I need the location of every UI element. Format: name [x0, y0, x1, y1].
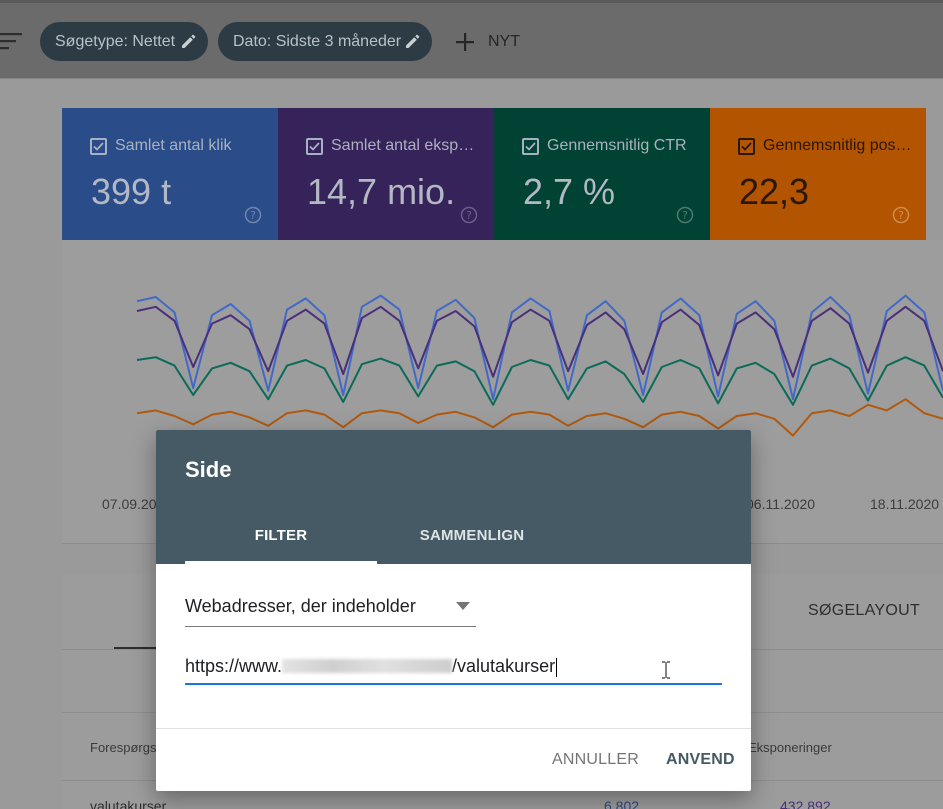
- page-filter-dialog: Side FILTER SAMMENLIGN Webadresser, der …: [156, 430, 751, 791]
- metric-value: 2,7 %: [523, 171, 616, 212]
- metric-card-position[interactable]: Gennemsnitlig position 22,3 ?: [710, 108, 926, 240]
- check-icon: [741, 142, 752, 151]
- impressions-checkbox[interactable]: [306, 138, 323, 155]
- ibeam-cursor-icon: [662, 661, 670, 679]
- position-checkbox[interactable]: [738, 138, 755, 155]
- edit-pencil-icon[interactable]: [180, 32, 198, 50]
- svg-text:?: ?: [682, 209, 688, 222]
- x-tick-label: 18.11.2020: [870, 496, 940, 512]
- series-line-1: [136, 305, 943, 378]
- tab-search-appearance[interactable]: SØGELAYOUT: [808, 602, 921, 619]
- ctr-checkbox[interactable]: [522, 138, 539, 155]
- column-header-impressions[interactable]: Eksponeringer: [748, 740, 832, 755]
- svg-text:?: ?: [898, 209, 904, 222]
- url-input[interactable]: https://www./valutakurser: [185, 656, 722, 685]
- active-tab-indicator: [114, 647, 174, 650]
- edit-pencil-icon[interactable]: [404, 32, 422, 50]
- text-cursor: [556, 657, 558, 677]
- metric-value: 399 t: [91, 171, 172, 212]
- new-filter-label: NYT: [488, 33, 520, 50]
- metric-card-ctr[interactable]: Gennemsnitlig CTR 2,7 % ?: [494, 108, 710, 240]
- chart-canvas: [136, 294, 943, 437]
- check-icon: [525, 142, 536, 151]
- dialog-header: Side FILTER SAMMENLIGN: [156, 430, 751, 564]
- metric-label: Gennemsnitlig CTR: [547, 137, 687, 154]
- check-icon: [93, 142, 104, 151]
- date-chip[interactable]: Dato: Sidste 3 måneder: [218, 22, 432, 61]
- row-clicks: 6.802: [604, 798, 640, 809]
- new-filter-button[interactable]: NYT: [454, 29, 520, 55]
- metric-card-impressions[interactable]: Samlet antal eksponeringer 14,7 mio. ?: [278, 108, 494, 240]
- divider: [156, 728, 751, 729]
- metric-value: 14,7 mio.: [307, 171, 456, 212]
- help-icon[interactable]: ?: [460, 206, 478, 224]
- redacted-domain: [282, 659, 453, 674]
- dialog-title: Side: [185, 457, 232, 482]
- column-header-queries[interactable]: Forespørgsler: [90, 740, 156, 755]
- metric-card-clicks[interactable]: Samlet antal klik 399 t ?: [62, 108, 278, 240]
- row-query[interactable]: valutakurser: [90, 798, 167, 809]
- plus-icon: [456, 33, 474, 51]
- tab-compare[interactable]: SAMMENLIGN: [419, 527, 525, 544]
- svg-text:?: ?: [466, 209, 472, 222]
- date-label: Dato: Sidste 3 måneder: [233, 33, 402, 50]
- check-icon: [309, 142, 320, 151]
- tab-filter[interactable]: FILTER: [254, 527, 308, 544]
- row-impressions: 432.892: [780, 798, 831, 809]
- metric-label: Gennemsnitlig position: [763, 137, 913, 154]
- filter-bar: Søgetype: Nettet Dato: Sidste 3 måneder …: [0, 0, 943, 79]
- series-line-2: [136, 356, 943, 406]
- match-type-value: Webadresser, der indeholder: [185, 596, 416, 616]
- clicks-checkbox[interactable]: [90, 138, 107, 155]
- series-line-0: [136, 294, 943, 401]
- search-type-chip[interactable]: Søgetype: Nettet: [40, 22, 208, 61]
- svg-text:?: ?: [250, 209, 256, 222]
- match-type-select[interactable]: Webadresser, der indeholder: [185, 592, 476, 627]
- metric-label: Samlet antal klik: [115, 137, 232, 154]
- dropdown-arrow-icon: [456, 602, 470, 610]
- x-tick-label: 07.09.2020: [102, 496, 173, 512]
- cancel-button[interactable]: ANNULLER: [552, 751, 639, 768]
- filter-icon[interactable]: [0, 31, 24, 51]
- metric-label: Samlet antal eksponeringer: [331, 137, 481, 154]
- apply-button[interactable]: ANVEND: [666, 751, 735, 768]
- help-icon[interactable]: ?: [676, 206, 694, 224]
- help-icon[interactable]: ?: [892, 206, 910, 224]
- series-line-3: [136, 398, 943, 437]
- url-input-value: https://www./valutakurser: [185, 656, 558, 677]
- active-tab-indicator: [185, 561, 377, 564]
- search-type-label: Søgetype: Nettet: [55, 33, 176, 50]
- x-tick-label: 06.11.2020: [746, 496, 816, 512]
- metric-value: 22,3: [739, 171, 810, 212]
- help-icon[interactable]: ?: [244, 206, 262, 224]
